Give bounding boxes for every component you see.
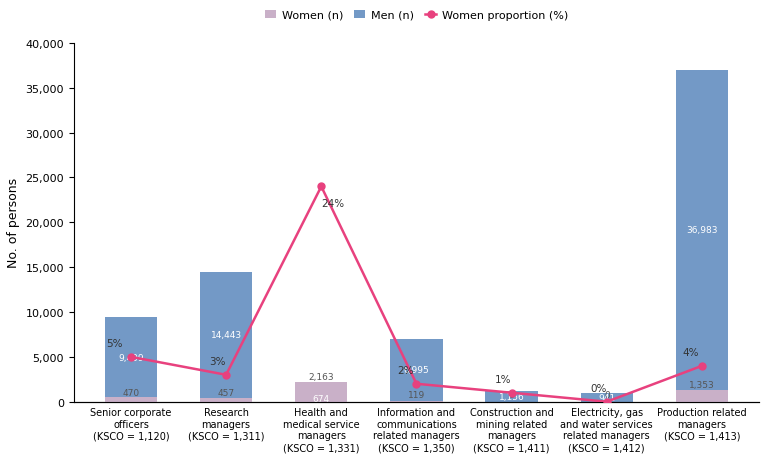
Bar [200,273,252,402]
Bar [486,392,538,402]
Women proportion (%) [507,390,516,396]
Text: 0: 0 [604,390,610,399]
Text: 119: 119 [408,390,425,399]
Women proportion (%) [316,184,326,190]
Bar [391,401,443,402]
Text: 3%: 3% [209,356,226,366]
Text: 36,983: 36,983 [686,226,718,235]
Text: 674: 674 [313,394,330,403]
Text: 1,156: 1,156 [499,392,525,401]
Bar [200,398,252,402]
Text: 2%: 2% [397,365,414,375]
Text: 5%: 5% [106,338,123,348]
Line: Women proportion (%): Women proportion (%) [127,184,705,405]
Text: 14,443: 14,443 [211,330,242,340]
Bar [295,382,348,402]
Bar [391,339,443,402]
Text: 6: 6 [509,390,515,399]
Women proportion (%) [697,363,706,369]
Text: 6,995: 6,995 [404,365,429,375]
Women proportion (%) [126,354,136,360]
Text: 457: 457 [218,388,234,397]
Text: 1%: 1% [495,374,512,384]
Women proportion (%) [602,399,611,404]
Bar [676,71,728,402]
Bar [676,390,728,402]
Text: 1,353: 1,353 [689,380,715,389]
Y-axis label: No. of persons: No. of persons [7,178,20,268]
Bar [295,396,348,402]
Text: 0%: 0% [590,383,607,393]
Text: 4%: 4% [683,347,699,357]
Text: 2,163: 2,163 [309,373,334,381]
Text: 24%: 24% [321,198,345,208]
Bar [105,397,157,402]
Bar [581,393,633,402]
Women proportion (%) [221,372,231,378]
Bar [105,318,157,402]
Legend: Women (n), Men (n), Women proportion (%): Women (n), Men (n), Women proportion (%) [260,6,572,25]
Women proportion (%) [412,381,421,386]
Text: 9,409: 9,409 [118,353,144,362]
Text: 470: 470 [123,388,139,397]
Text: 941: 941 [598,393,615,402]
